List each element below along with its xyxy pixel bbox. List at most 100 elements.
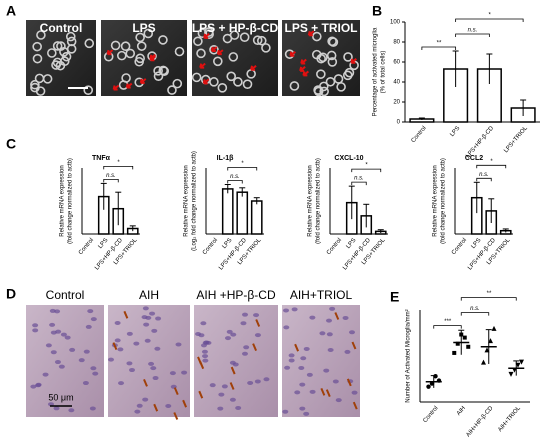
nucleus xyxy=(229,397,236,402)
image-label: LPS xyxy=(132,21,155,35)
arrow xyxy=(300,58,307,65)
nucleus xyxy=(169,371,176,376)
arrow xyxy=(289,51,296,57)
y-axis-label: (% of total cells) xyxy=(381,51,387,94)
cell xyxy=(59,56,70,67)
cell xyxy=(327,57,338,67)
nucleus xyxy=(221,384,228,389)
y-axis-label: Relative mRNA expression xyxy=(184,165,190,236)
arrow xyxy=(106,49,114,56)
significance-label: *** xyxy=(444,319,452,325)
cell xyxy=(209,77,219,87)
nucleus xyxy=(68,408,75,413)
point xyxy=(484,347,490,353)
significance-label: n.s. xyxy=(354,176,364,182)
micrograph xyxy=(282,305,360,417)
nucleus xyxy=(142,397,149,402)
y-tick-label: 100 xyxy=(390,20,401,26)
cell xyxy=(167,85,177,95)
cell xyxy=(120,41,131,52)
cell xyxy=(153,71,164,82)
y-tick-label: 80 xyxy=(393,40,400,46)
cell xyxy=(47,48,57,58)
arrow xyxy=(149,55,157,62)
nucleus xyxy=(126,361,133,366)
nucleus xyxy=(32,323,39,328)
nucleus xyxy=(242,312,249,317)
significance-label: ** xyxy=(486,291,491,297)
x-tick-label: LPS xyxy=(471,237,483,250)
nucleus xyxy=(149,311,156,316)
y-axis-label: Number of Activated Microglia/mm² xyxy=(406,309,412,402)
point xyxy=(519,359,524,365)
cell xyxy=(222,33,233,44)
nucleus xyxy=(201,349,208,354)
cell xyxy=(125,48,136,59)
micrograph xyxy=(108,305,190,417)
microglia xyxy=(334,312,340,320)
significance-bracket xyxy=(351,181,367,186)
nucleus xyxy=(282,409,289,414)
arrow xyxy=(299,66,306,72)
significance-bracket xyxy=(351,168,382,173)
nucleus xyxy=(118,381,125,386)
nucleus xyxy=(145,315,152,320)
nucleus xyxy=(87,309,94,314)
cell xyxy=(204,27,214,37)
cell xyxy=(233,77,243,87)
y-axis-label: Relative mRNA expression xyxy=(433,165,439,236)
nucleus xyxy=(348,330,355,335)
cell xyxy=(174,46,185,57)
cell xyxy=(30,79,40,90)
significance-label: * xyxy=(241,161,244,167)
nucleus xyxy=(288,358,295,363)
nucleus xyxy=(243,345,250,350)
x-tick-label: Control xyxy=(202,237,219,256)
microglia xyxy=(325,389,331,398)
nucleus xyxy=(54,309,61,314)
arrow xyxy=(199,62,206,69)
x-tick-label: LPS+TRIOL xyxy=(503,125,529,154)
point xyxy=(426,384,431,389)
nucleus xyxy=(229,360,236,365)
nucleus xyxy=(152,376,159,381)
cell xyxy=(30,82,40,93)
y-axis-label: (fold change normalized to actb) xyxy=(68,158,74,244)
arrow xyxy=(302,70,309,77)
significance-label: n.s. xyxy=(468,28,478,34)
cell xyxy=(32,41,42,52)
nucleus xyxy=(136,403,143,408)
y-axis-label: (Log₂ fold change normalized to actb) xyxy=(192,151,198,251)
arrow xyxy=(125,82,133,89)
nucleus xyxy=(50,330,57,335)
x-tick-label: Control xyxy=(411,125,428,144)
image-label: AIH xyxy=(139,288,159,302)
nucleus xyxy=(218,392,225,397)
point xyxy=(455,341,460,346)
nucleus xyxy=(202,354,209,359)
y-axis-label: (fold change normalized to actb) xyxy=(441,158,447,244)
nucleus xyxy=(50,350,57,355)
cell xyxy=(61,51,72,62)
nucleus xyxy=(327,348,334,353)
arrow xyxy=(250,65,257,71)
y-tick-label: 40 xyxy=(393,80,400,86)
point xyxy=(462,335,467,340)
nucleus xyxy=(83,349,90,354)
significance-bracket xyxy=(455,33,490,37)
microglia xyxy=(112,342,118,350)
nucleus xyxy=(64,335,71,340)
nucleus xyxy=(247,380,254,385)
y-tick-label: 60 xyxy=(393,60,400,66)
nucleus xyxy=(309,389,316,394)
y-axis-label: (fold change normalized to actb) xyxy=(316,158,322,244)
nucleus xyxy=(240,321,247,326)
significance-bracket xyxy=(476,164,507,169)
cell xyxy=(343,52,353,62)
cell xyxy=(83,85,94,95)
nucleus xyxy=(142,306,149,311)
cell xyxy=(172,78,183,89)
cell xyxy=(51,60,61,70)
cell xyxy=(312,31,322,42)
nucleus xyxy=(69,347,76,352)
